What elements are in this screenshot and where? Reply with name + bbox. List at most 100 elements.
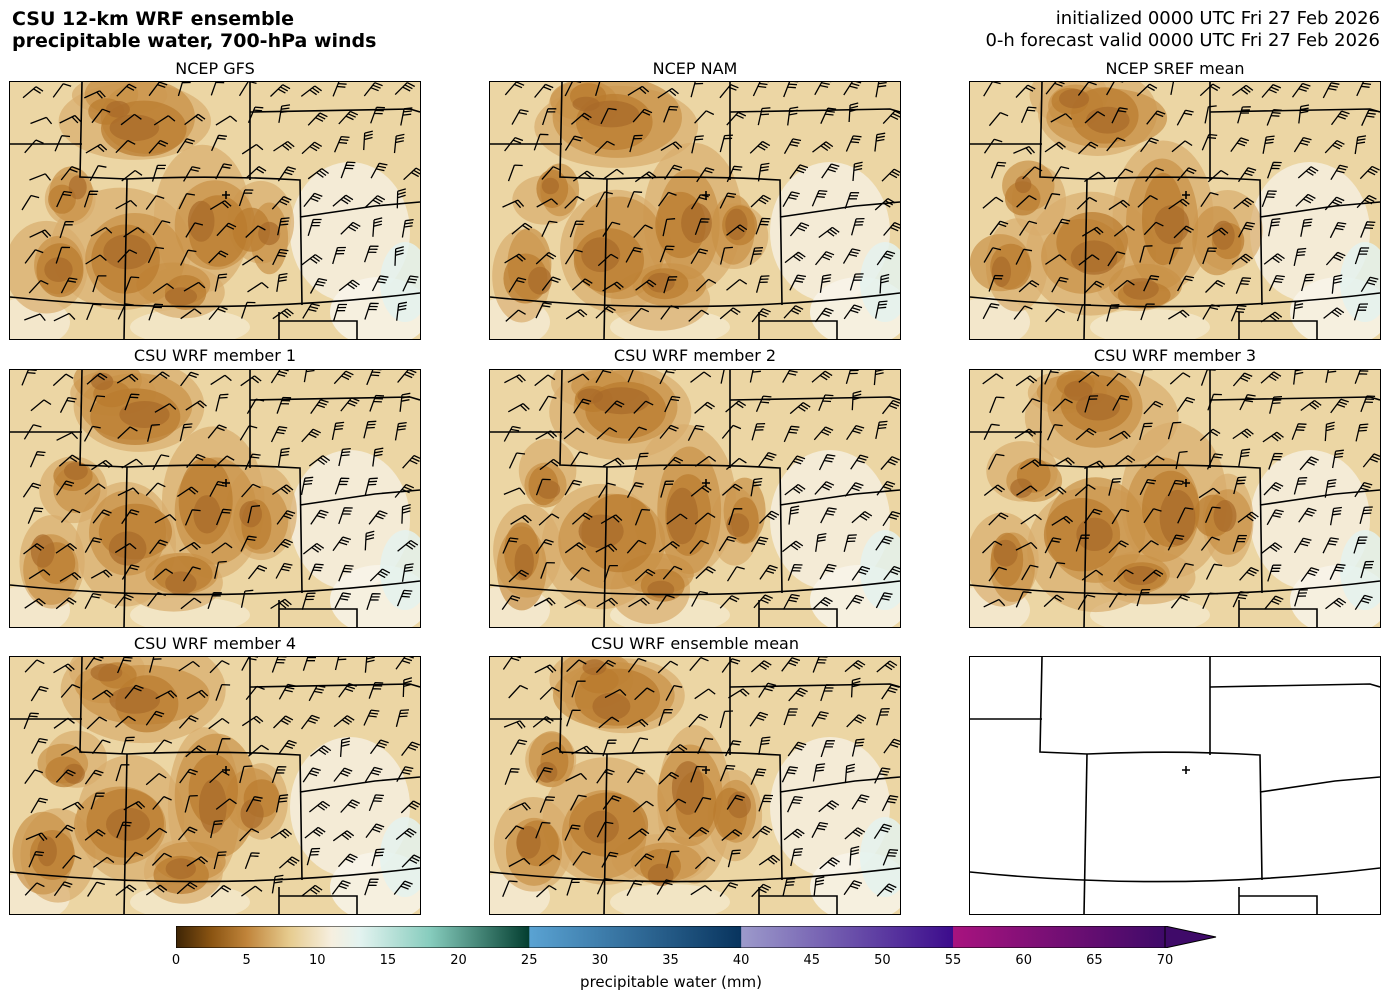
wind-barb (1167, 534, 1185, 551)
pw-contour (1076, 517, 1113, 551)
wind-barb (179, 768, 198, 784)
wind-barb (783, 828, 805, 841)
wind-barb (146, 827, 168, 840)
wind-barb (1355, 423, 1369, 442)
wind-barb (1297, 166, 1319, 179)
wind-barb (595, 543, 618, 553)
wind-barb (1106, 304, 1120, 322)
wind-barb (501, 595, 521, 610)
wind-barb (508, 277, 527, 293)
wind-barb (569, 451, 588, 467)
wind-barb (53, 881, 73, 897)
wind-barb (364, 530, 375, 551)
wind-barb (115, 764, 130, 782)
map-canvas (10, 657, 420, 914)
wind-barb (302, 657, 316, 671)
pw-contour (726, 513, 750, 537)
wind-barb (535, 538, 554, 554)
pw-contour (647, 272, 675, 293)
wind-barb (395, 657, 415, 670)
wind-barb (1049, 562, 1066, 579)
wind-barb (147, 591, 167, 607)
wind-barb (183, 281, 206, 292)
wind-barb (59, 396, 77, 413)
wind-barb (851, 511, 873, 524)
map-panel-blank (969, 656, 1381, 915)
state-border (126, 464, 303, 594)
wind-barb (1207, 169, 1229, 183)
state-border (279, 320, 358, 339)
wind-barb (851, 738, 865, 757)
wind-barb (247, 282, 269, 293)
wind-barb (846, 424, 865, 441)
wind-barb (874, 132, 886, 152)
wind-barb (750, 660, 772, 673)
wind-barb (213, 851, 227, 870)
state-border (1039, 82, 1088, 180)
wind-barb (1176, 396, 1196, 412)
wind-barb (244, 453, 261, 470)
wind-barb (1106, 373, 1127, 387)
wind-barb (629, 134, 643, 153)
wind-barb (536, 884, 557, 898)
wind-barb (277, 447, 290, 467)
wind-barb (1108, 477, 1122, 496)
wind-barb (1138, 370, 1153, 387)
state-border (299, 776, 420, 793)
wind-barb (983, 484, 1005, 497)
wind-barb (533, 133, 549, 151)
wind-barb (332, 536, 351, 552)
wind-barb (115, 139, 136, 154)
wind-barb (781, 766, 798, 783)
wind-barb (372, 217, 383, 237)
panel-title-member-3: CSU WRF member 3 (1093, 346, 1257, 365)
wind-barb (1331, 449, 1344, 469)
wind-barb (564, 824, 581, 841)
wind-barb (340, 799, 360, 813)
colorbar-tick-label: 30 (591, 953, 609, 968)
pw-contour (290, 450, 410, 590)
wind-barb (1299, 456, 1319, 471)
wind-barb (60, 684, 81, 698)
wind-barb (153, 115, 176, 126)
wind-barb (815, 532, 827, 552)
wind-barb (399, 392, 411, 412)
wind-barb (787, 795, 803, 813)
wind-barb (538, 513, 560, 526)
wind-barb (572, 850, 591, 866)
wind-barb (310, 509, 329, 525)
state-border (606, 751, 783, 881)
wind-barb (1021, 564, 1039, 581)
panel-title-sref: NCEP SREF mean (1105, 59, 1245, 78)
wind-barb (694, 455, 717, 467)
wind-barb (394, 421, 407, 441)
wind-barb (852, 161, 863, 182)
wind-barb (719, 595, 740, 609)
wind-barb (843, 534, 857, 552)
wind-barb (117, 303, 134, 320)
wind-barb (1300, 399, 1322, 412)
wind-barb (988, 566, 1007, 582)
map-canvas (970, 82, 1380, 339)
pw-contour (1250, 162, 1370, 302)
wind-barb (1143, 400, 1164, 415)
wind-barb (340, 397, 360, 412)
wind-barb (178, 826, 198, 841)
wind-barb (1298, 104, 1310, 124)
wind-barb (338, 564, 354, 582)
wind-barb (208, 717, 230, 730)
wind-barb (1239, 567, 1259, 581)
wind-barb (1081, 569, 1104, 581)
colorbar-extend-arrow (1164, 925, 1217, 949)
figure-title: CSU 12-km WRF ensemble precipitable wate… (12, 8, 376, 52)
wind-barb (507, 164, 523, 182)
wind-barb (364, 195, 386, 208)
panel-title-ensemble-mean: CSU WRF ensemble mean (590, 634, 799, 653)
wind-barb (365, 823, 385, 838)
state-border (490, 867, 900, 883)
state-border (79, 370, 128, 468)
wind-barb (1356, 82, 1373, 97)
wind-barb (820, 740, 835, 758)
state-border (123, 466, 128, 627)
wind-barb (216, 222, 237, 237)
